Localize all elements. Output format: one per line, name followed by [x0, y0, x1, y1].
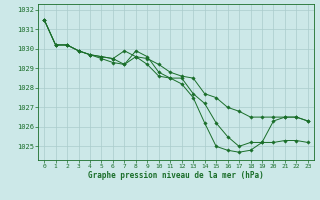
X-axis label: Graphe pression niveau de la mer (hPa): Graphe pression niveau de la mer (hPa) [88, 171, 264, 180]
